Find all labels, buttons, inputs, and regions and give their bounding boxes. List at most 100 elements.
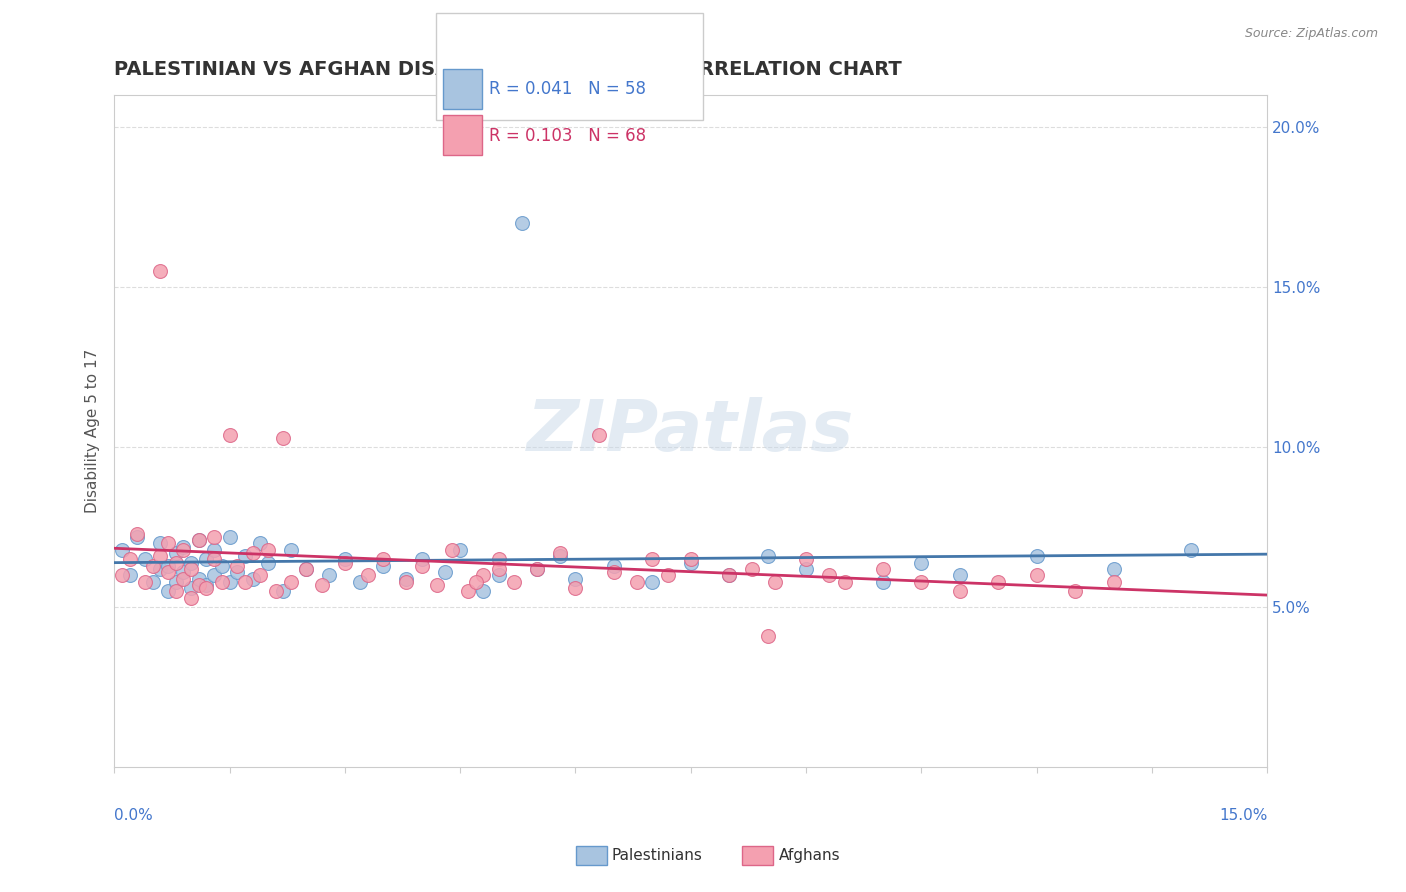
Point [242, 546, 264, 560]
Point [156, 584, 179, 599]
Point [1025, 568, 1047, 582]
Point [472, 568, 495, 582]
Point [949, 584, 972, 599]
Point [333, 556, 356, 570]
Point [211, 574, 233, 589]
Point [195, 552, 218, 566]
Point [202, 568, 225, 582]
Point [273, 431, 295, 445]
Point [457, 584, 479, 599]
Point [195, 581, 218, 595]
Text: R = 0.041   N = 58: R = 0.041 N = 58 [489, 80, 647, 98]
Point [134, 552, 156, 566]
Point [249, 568, 271, 582]
Y-axis label: Disability Age 5 to 17: Disability Age 5 to 17 [86, 350, 100, 514]
Point [187, 572, 209, 586]
Point [433, 565, 456, 579]
Point [202, 542, 225, 557]
Text: Afghans: Afghans [779, 848, 841, 863]
Point [111, 542, 134, 557]
Point [510, 216, 533, 230]
Point [373, 552, 395, 566]
Point [242, 572, 264, 586]
Point [834, 574, 856, 589]
Point [603, 565, 626, 579]
Point [118, 552, 141, 566]
Point [1102, 574, 1125, 589]
Point [249, 536, 271, 550]
Point [211, 558, 233, 573]
Point [349, 574, 371, 589]
Point [127, 530, 149, 544]
Point [149, 264, 172, 278]
Point [679, 556, 702, 570]
Point [449, 542, 471, 557]
Point [142, 574, 165, 589]
Point [395, 574, 418, 589]
Point [165, 556, 187, 570]
Text: ZIPatlas: ZIPatlas [527, 397, 855, 466]
Point [910, 574, 932, 589]
Point [333, 552, 356, 566]
Point [1025, 549, 1047, 563]
Point [111, 568, 134, 582]
Point [218, 574, 240, 589]
Point [872, 574, 894, 589]
Point [603, 558, 626, 573]
Point [180, 556, 202, 570]
Point [1180, 542, 1202, 557]
Point [910, 556, 932, 570]
Point [411, 558, 433, 573]
Point [756, 549, 779, 563]
Point [149, 562, 172, 576]
Point [172, 565, 194, 579]
Point [156, 558, 179, 573]
Point [564, 581, 586, 595]
Point [165, 584, 187, 599]
Point [1064, 584, 1087, 599]
Point [472, 584, 495, 599]
Point [564, 572, 586, 586]
Point [172, 542, 194, 557]
Point [257, 556, 280, 570]
Text: Palestinians: Palestinians [612, 848, 703, 863]
Point [679, 552, 702, 566]
Point [464, 574, 486, 589]
Point [626, 574, 648, 589]
Point [172, 540, 194, 554]
Point [794, 562, 817, 576]
Point [718, 568, 741, 582]
Point [149, 536, 172, 550]
Point [548, 549, 571, 563]
Text: PALESTINIAN VS AFGHAN DISABILITY AGE 5 TO 17 CORRELATION CHART: PALESTINIAN VS AFGHAN DISABILITY AGE 5 T… [114, 60, 901, 78]
Point [488, 562, 510, 576]
Point [441, 542, 464, 557]
Point [134, 574, 156, 589]
Point [588, 427, 610, 442]
Point [218, 427, 240, 442]
Point [180, 581, 202, 595]
Point [657, 568, 679, 582]
Point [187, 578, 209, 592]
Point [763, 574, 786, 589]
Point [311, 578, 333, 592]
Point [1102, 562, 1125, 576]
Point [226, 565, 249, 579]
Text: 15.0%: 15.0% [1219, 807, 1267, 822]
Point [218, 530, 240, 544]
Point [180, 562, 202, 576]
Point [127, 526, 149, 541]
Point [395, 572, 418, 586]
Point [318, 568, 340, 582]
Text: Source: ZipAtlas.com: Source: ZipAtlas.com [1244, 27, 1378, 40]
Point [156, 565, 179, 579]
Point [118, 568, 141, 582]
Point [872, 562, 894, 576]
Point [548, 546, 571, 560]
Point [818, 568, 841, 582]
Point [195, 578, 218, 592]
Point [142, 558, 165, 573]
Point [794, 552, 817, 566]
Point [641, 552, 664, 566]
Point [641, 574, 664, 589]
